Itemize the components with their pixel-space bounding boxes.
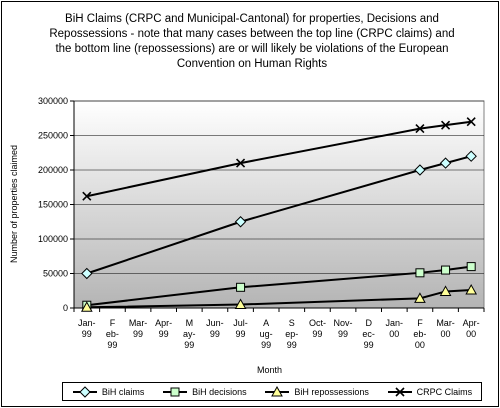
bih-decisions-point bbox=[415, 268, 425, 278]
bih-repossessions-point bbox=[439, 285, 452, 296]
bih-repossessions-point bbox=[465, 284, 478, 295]
bih-claims-point bbox=[465, 150, 477, 162]
bih-repossessions-point bbox=[414, 292, 426, 303]
bih-decisions-point bbox=[466, 262, 476, 272]
x-tick-label: Mar-00 bbox=[436, 318, 455, 339]
bih-claims-point bbox=[81, 267, 93, 280]
bih-decisions-point bbox=[236, 282, 246, 292]
y-tick-label: 300000 bbox=[38, 96, 68, 106]
legend-item-bih-claims: BiH claims bbox=[72, 385, 145, 398]
legend-swatch bbox=[163, 387, 188, 396]
bih-repossessions-point bbox=[80, 301, 93, 312]
legend-bih-repossessions-point bbox=[271, 385, 284, 396]
crpc-claims-point bbox=[440, 120, 451, 130]
bih-decisions-point bbox=[441, 265, 451, 275]
bih-claims-point bbox=[414, 164, 426, 176]
x-tick-label: Mar-99 bbox=[129, 318, 148, 339]
crpc-claims-point bbox=[466, 117, 476, 127]
legend-label: CRPC Claims bbox=[416, 386, 473, 397]
legend-item-bih-decisions: BiH decisions bbox=[162, 386, 247, 398]
x-tick-label: Apr-00 bbox=[463, 318, 480, 339]
legend-label: BiH claims bbox=[101, 386, 145, 397]
legend-swatch bbox=[265, 385, 290, 396]
y-tick-label: 200000 bbox=[38, 165, 68, 175]
x-tick-label: Apr-99 bbox=[155, 318, 172, 339]
y-tick-label: 250000 bbox=[38, 131, 68, 141]
legend-swatch bbox=[387, 386, 412, 397]
legend-item-bih-repossessions: BiH repossessions bbox=[264, 385, 369, 398]
legend-label: BiH decisions bbox=[192, 386, 247, 397]
x-tick-label: Jun-99 bbox=[206, 318, 224, 339]
legend: BiH claims BiH decisions BiH repossessions… bbox=[62, 382, 482, 401]
x-tick-label: Nov-99 bbox=[334, 318, 353, 339]
crpc-claims-point bbox=[415, 124, 425, 134]
bih-repossessions-point bbox=[234, 298, 247, 310]
legend-bih-claims-point bbox=[79, 385, 91, 398]
chart-title: BiH Claims (CRPC and Municipal-Cantonal)… bbox=[49, 13, 455, 70]
y-tick-label: 50000 bbox=[43, 269, 68, 279]
bih-claims-point bbox=[234, 216, 247, 228]
y-tick-label: 100000 bbox=[38, 234, 68, 244]
crpc-claims-point bbox=[235, 158, 246, 168]
legend-swatch bbox=[72, 385, 97, 398]
y-axis-label: Number of properties claimed bbox=[9, 144, 19, 264]
x-axis-label: Month bbox=[257, 365, 283, 375]
x-tick-label: Jul-99 bbox=[233, 318, 248, 339]
crpc-claims-point bbox=[82, 191, 92, 201]
y-tick-label: 150000 bbox=[38, 200, 68, 210]
x-tick-label: Jan-00 bbox=[386, 318, 404, 339]
bih-claims-point bbox=[439, 157, 452, 169]
legend-item-crpc-claims: CRPC Claims bbox=[387, 386, 473, 398]
legend-bih-decisions-point bbox=[170, 387, 180, 396]
legend-label: BiH repossessions bbox=[294, 386, 369, 397]
x-tick-label: Oct-99 bbox=[309, 318, 326, 339]
x-tick-label: Jan-99 bbox=[78, 318, 96, 339]
legend-crpc-claims-point bbox=[395, 386, 405, 397]
y-tick-label: 0 bbox=[63, 303, 68, 313]
